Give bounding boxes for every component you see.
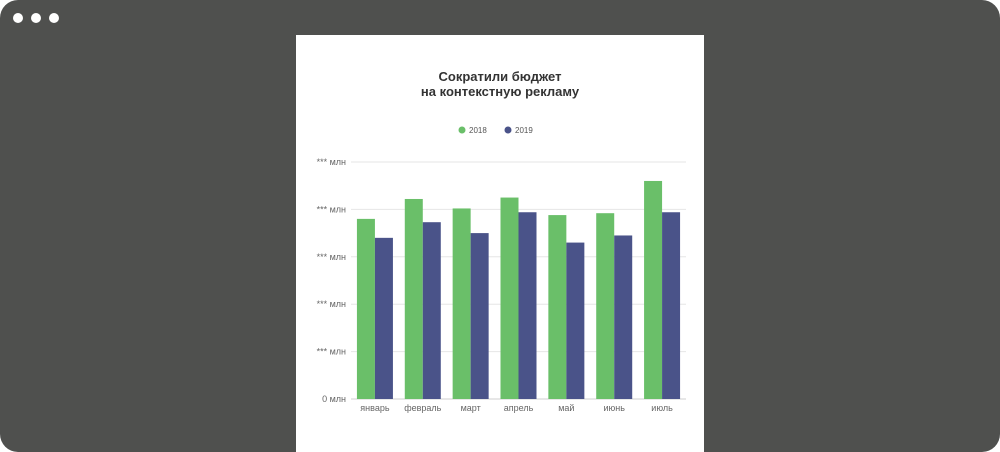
y-tick-label: *** млн [317,299,346,309]
bar-2019 [662,212,681,399]
window-dot-icon[interactable] [13,13,23,23]
x-tick-label: апрель [504,403,534,413]
y-tick-label: *** млн [317,204,346,214]
bar-2018 [644,180,663,399]
chart-title-line-2: на контекстную рекламу [420,84,580,99]
y-tick-label: *** млн [317,347,346,357]
x-tick-label: июль [651,403,673,413]
bar-2018 [548,215,567,399]
bar-2019 [422,222,441,399]
y-tick-label: 0 млн [322,394,346,404]
x-tick-label: июнь [603,403,625,413]
y-tick-label: *** млн [317,252,346,262]
bar-2019 [614,235,633,399]
bar-2019 [566,242,585,399]
bar-2018 [452,208,471,399]
x-tick-label: май [558,403,574,413]
bar-2019 [374,237,393,399]
legend-marker [504,126,512,134]
bar-2019 [470,233,489,399]
y-tick-label: *** млн [317,157,346,167]
chart-card: Сократили бюджет на контекстную рекламу … [296,35,704,452]
chart-title: Сократили бюджет на контекстную рекламу [296,69,704,99]
legend-label: 2018 [469,126,487,135]
bar-2018 [500,197,519,399]
window-dot-icon[interactable] [31,13,41,23]
bar-2018 [404,198,423,399]
legend-label: 2019 [515,126,533,135]
x-tick-label: март [461,403,481,413]
window-dot-icon[interactable] [49,13,59,23]
window-controls [13,13,59,23]
legend-marker [458,126,466,134]
bar-2019 [518,212,537,399]
bar-chart: 0 млн *** млн *** млн *** млн *** млн *** млн… [317,126,686,413]
chart-title-line-1: Сократили бюджет [438,69,562,84]
bar-2018 [356,218,375,399]
x-tick-label: январь [360,403,390,413]
x-tick-label: февраль [404,403,441,413]
bar-2018 [596,213,615,399]
